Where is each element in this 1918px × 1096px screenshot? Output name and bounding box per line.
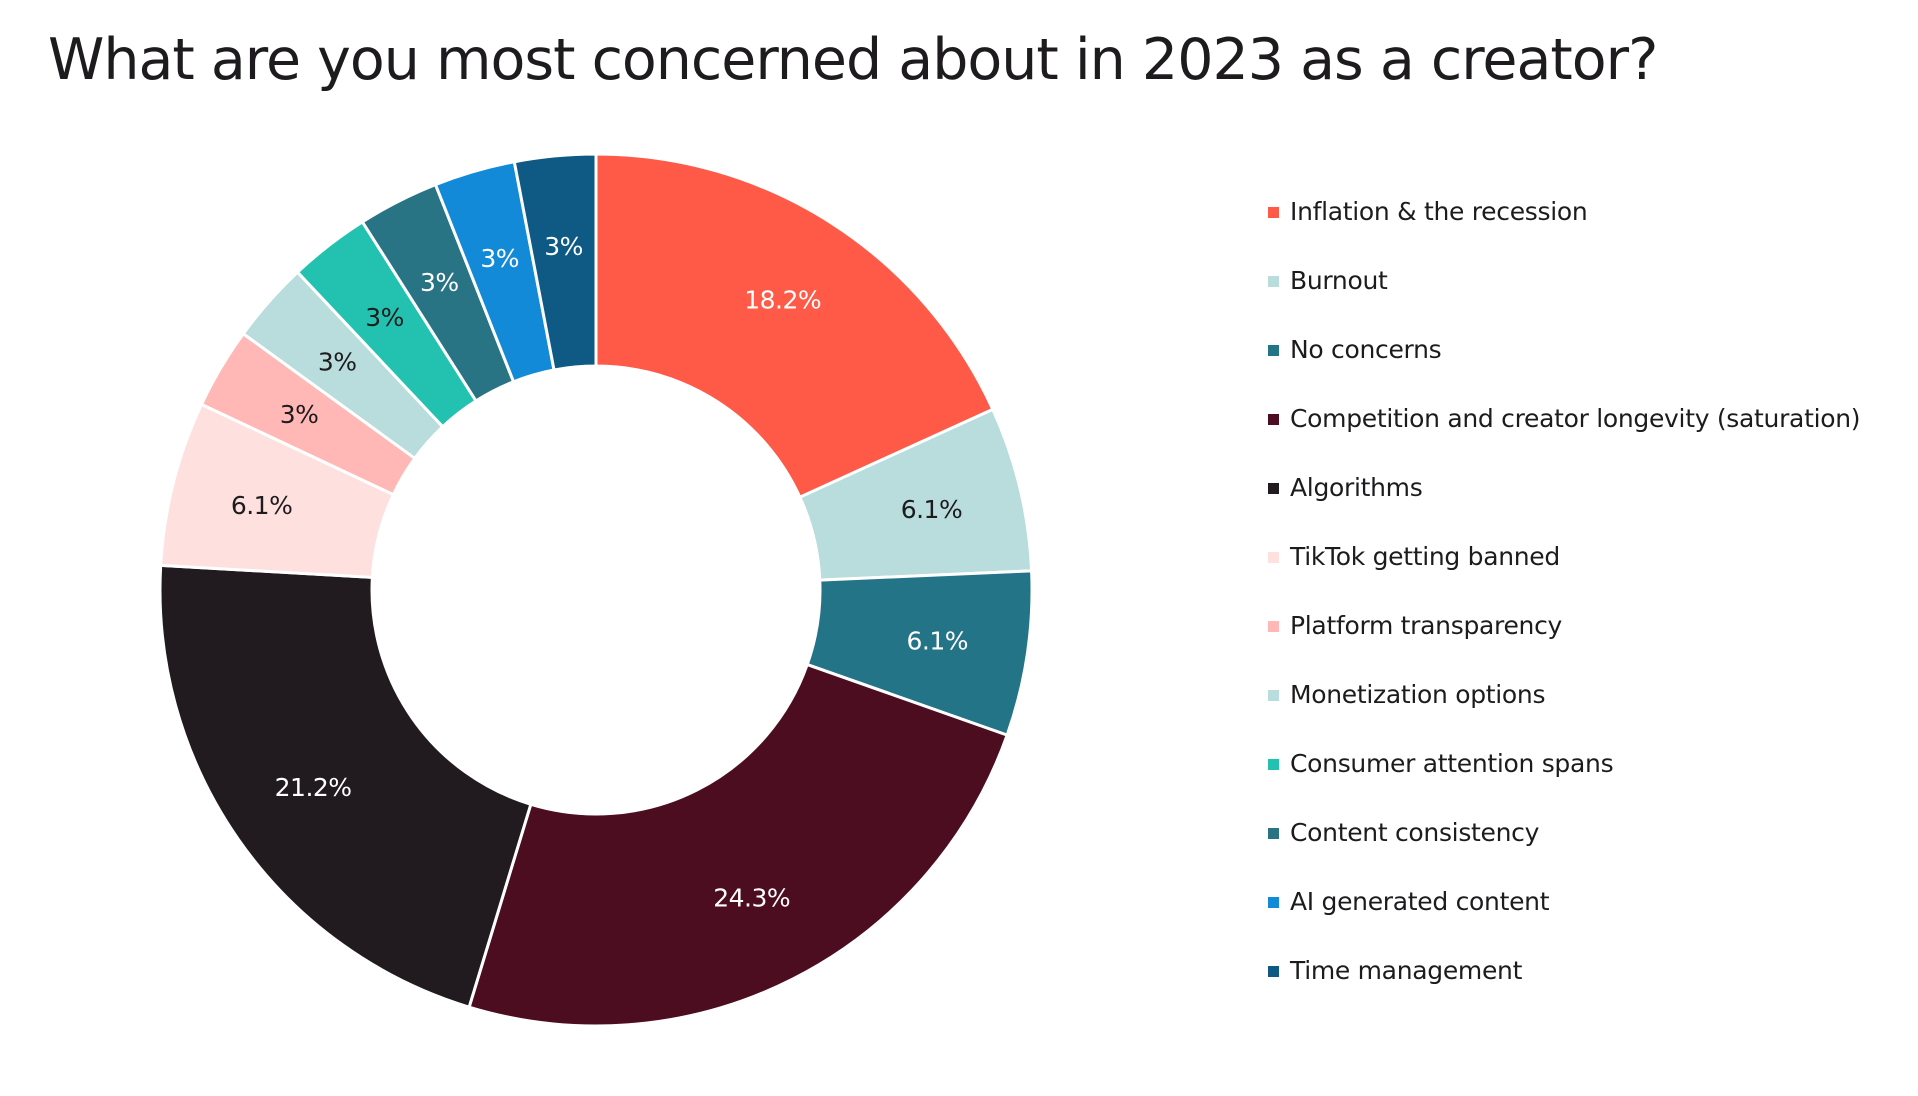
legend-item: TikTok getting banned — [1268, 540, 1860, 609]
slice-value-label: 18.2% — [744, 285, 821, 314]
chart-title: What are you most concerned about in 202… — [48, 27, 1658, 93]
legend-item: AI generated content — [1268, 885, 1860, 954]
legend-swatch — [1268, 690, 1279, 701]
legend-label: Inflation & the recession — [1290, 197, 1588, 226]
donut-slice — [512, 152, 598, 372]
donut-slice — [594, 152, 995, 499]
legend-swatch — [1268, 414, 1279, 425]
slice-value-label: 21.2% — [275, 773, 352, 802]
donut-slices — [158, 152, 1034, 1028]
legend-label: Time management — [1290, 956, 1523, 985]
slice-value-label: 6.1% — [901, 495, 963, 524]
legend-label: Consumer attention spans — [1290, 749, 1614, 778]
legend-item: Monetization options — [1268, 678, 1860, 747]
slice-value-label: 3% — [544, 232, 583, 261]
slice-value-label: 6.1% — [231, 491, 293, 520]
legend-swatch — [1268, 483, 1279, 494]
legend-swatch — [1268, 345, 1279, 356]
legend-item: Content consistency — [1268, 816, 1860, 885]
legend-item: Algorithms — [1268, 471, 1860, 540]
slice-labels: 18.2% 6.1% 6.1% 24.3% 21.2% 6.1% 3% 3% 3% 3% 3% 3% — [231, 232, 969, 912]
legend-item: Competition and creator longevity (satur… — [1268, 402, 1861, 471]
slice-value-label: 3% — [480, 244, 519, 273]
legend-label: Platform transparency — [1290, 611, 1563, 640]
chart-legend: Inflation & the recession Burnout No conce… — [1268, 195, 1861, 1023]
slice-value-label: 3% — [280, 400, 319, 429]
legend-item: Inflation & the recession — [1268, 195, 1860, 264]
legend-swatch — [1268, 828, 1279, 839]
donut-chart: 18.2% 6.1% 6.1% 24.3% 21.2% 6.1% 3% 3% 3% 3% 3% 3% — [158, 152, 1034, 1028]
slice-value-label: 3% — [420, 268, 459, 297]
legend-swatch — [1268, 897, 1279, 908]
legend-swatch — [1268, 966, 1279, 977]
legend-swatch — [1268, 552, 1279, 563]
legend-item: Time management — [1268, 954, 1860, 1023]
legend-label: Competition and creator longevity (satur… — [1290, 404, 1861, 433]
legend-label: AI generated content — [1290, 887, 1550, 916]
legend-item: No concerns — [1268, 333, 1860, 402]
legend-label: Burnout — [1290, 266, 1388, 295]
legend-item: Platform transparency — [1268, 609, 1860, 678]
slice-value-label: 3% — [365, 303, 404, 332]
donut-slice — [467, 663, 1009, 1028]
donut-slice — [158, 563, 533, 1009]
legend-swatch — [1268, 207, 1279, 218]
legend-swatch — [1268, 276, 1279, 287]
slice-value-label: 6.1% — [906, 626, 968, 655]
legend-label: No concerns — [1290, 335, 1442, 364]
legend-swatch — [1268, 759, 1279, 770]
slice-value-label: 3% — [318, 347, 357, 376]
legend-label: Monetization options — [1290, 680, 1546, 709]
legend-swatch — [1268, 621, 1279, 632]
legend-label: Algorithms — [1290, 473, 1423, 502]
legend-item: Consumer attention spans — [1268, 747, 1860, 816]
legend-item: Burnout — [1268, 264, 1860, 333]
legend-label: TikTok getting banned — [1290, 542, 1560, 571]
legend-label: Content consistency — [1290, 818, 1540, 847]
slice-value-label: 24.3% — [713, 883, 790, 912]
